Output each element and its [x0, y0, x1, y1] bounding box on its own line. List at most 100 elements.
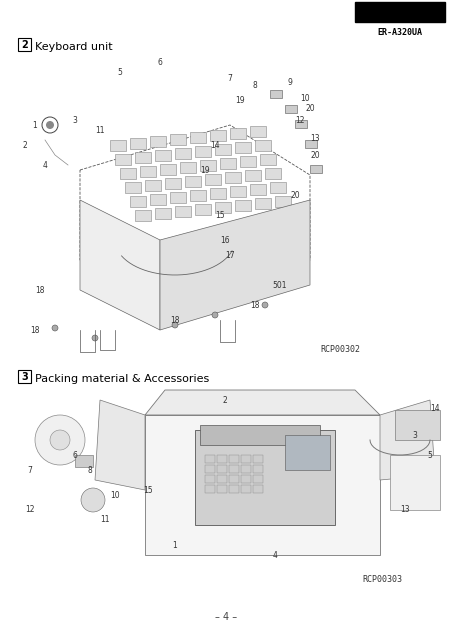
Bar — [190, 132, 206, 143]
Text: 7: 7 — [227, 74, 232, 83]
Text: 2: 2 — [23, 141, 27, 150]
Bar — [241, 455, 251, 463]
Text: 9: 9 — [288, 77, 293, 86]
Text: 16: 16 — [220, 236, 230, 244]
Bar — [217, 475, 227, 483]
Polygon shape — [390, 455, 440, 510]
Bar — [230, 128, 246, 139]
Bar — [229, 455, 239, 463]
Circle shape — [50, 430, 70, 450]
Bar — [75, 455, 93, 467]
Bar — [395, 410, 440, 440]
Text: 8: 8 — [87, 465, 92, 474]
Bar — [250, 126, 266, 137]
Bar — [220, 158, 236, 169]
Text: 15: 15 — [215, 211, 225, 220]
Bar — [110, 140, 126, 151]
Bar — [210, 130, 226, 141]
Bar — [235, 142, 251, 153]
Bar — [275, 196, 291, 207]
Bar — [241, 485, 251, 493]
Bar — [125, 182, 141, 193]
Bar — [175, 148, 191, 159]
Bar — [205, 485, 215, 493]
Text: 2: 2 — [21, 40, 28, 49]
Text: 10: 10 — [110, 490, 120, 499]
Text: RCP00302: RCP00302 — [320, 345, 360, 354]
Polygon shape — [145, 390, 380, 415]
Bar — [205, 475, 215, 483]
Circle shape — [35, 415, 85, 465]
Text: ER-A320UA: ER-A320UA — [377, 28, 423, 37]
Text: 11: 11 — [100, 515, 110, 525]
Bar — [265, 168, 281, 179]
Bar — [253, 455, 263, 463]
Text: 13: 13 — [310, 134, 320, 143]
Bar — [175, 206, 191, 217]
Text: RCP00303: RCP00303 — [362, 575, 402, 584]
Bar — [205, 455, 215, 463]
Bar — [241, 475, 251, 483]
Polygon shape — [160, 200, 310, 330]
Text: 14: 14 — [430, 403, 440, 413]
Bar — [253, 475, 263, 483]
Bar — [229, 465, 239, 473]
Circle shape — [52, 325, 58, 331]
Circle shape — [172, 322, 178, 328]
Bar — [115, 154, 131, 165]
Text: 12: 12 — [25, 506, 35, 515]
Bar — [255, 198, 271, 209]
Circle shape — [262, 302, 268, 308]
Bar — [285, 435, 330, 470]
Bar — [253, 465, 263, 473]
Bar — [155, 150, 171, 161]
Circle shape — [81, 488, 105, 512]
Bar — [195, 204, 211, 215]
Text: 4: 4 — [43, 161, 48, 170]
Text: 8: 8 — [253, 81, 257, 90]
Text: 18: 18 — [35, 285, 45, 294]
Text: 7: 7 — [28, 465, 33, 474]
Text: 1: 1 — [33, 120, 38, 129]
Text: 3: 3 — [72, 115, 77, 125]
Text: 20: 20 — [290, 191, 300, 200]
Bar — [190, 190, 206, 201]
Text: Packing material & Accessories: Packing material & Accessories — [35, 374, 209, 384]
Bar — [217, 455, 227, 463]
Bar — [145, 180, 161, 191]
Text: 13: 13 — [400, 506, 410, 515]
Bar — [250, 184, 266, 195]
Bar — [170, 192, 186, 203]
Text: 17: 17 — [225, 250, 235, 259]
Text: 1: 1 — [173, 541, 178, 550]
Circle shape — [212, 312, 218, 318]
Text: 5: 5 — [428, 451, 433, 460]
Bar — [18, 38, 31, 51]
Text: Keyboard unit: Keyboard unit — [35, 42, 113, 52]
Polygon shape — [80, 200, 160, 330]
Text: 15: 15 — [143, 486, 153, 495]
Bar — [295, 120, 307, 128]
Bar — [205, 465, 215, 473]
Bar — [355, 2, 445, 22]
Bar — [305, 140, 317, 148]
Bar — [215, 144, 231, 155]
Text: 3: 3 — [21, 371, 28, 381]
Polygon shape — [380, 400, 435, 480]
Text: 501: 501 — [273, 280, 287, 289]
Text: 6: 6 — [72, 451, 77, 460]
Bar — [130, 196, 146, 207]
Text: 6: 6 — [158, 58, 163, 67]
Bar — [270, 90, 282, 98]
Bar — [230, 186, 246, 197]
Polygon shape — [145, 415, 380, 555]
Text: 19: 19 — [235, 95, 245, 104]
Polygon shape — [95, 400, 145, 490]
Text: 5: 5 — [118, 67, 122, 77]
Bar — [200, 160, 216, 171]
Bar — [310, 165, 322, 173]
Text: 20: 20 — [310, 150, 320, 159]
Bar — [217, 485, 227, 493]
Bar — [210, 188, 226, 199]
Text: – 4 –: – 4 – — [215, 612, 237, 622]
